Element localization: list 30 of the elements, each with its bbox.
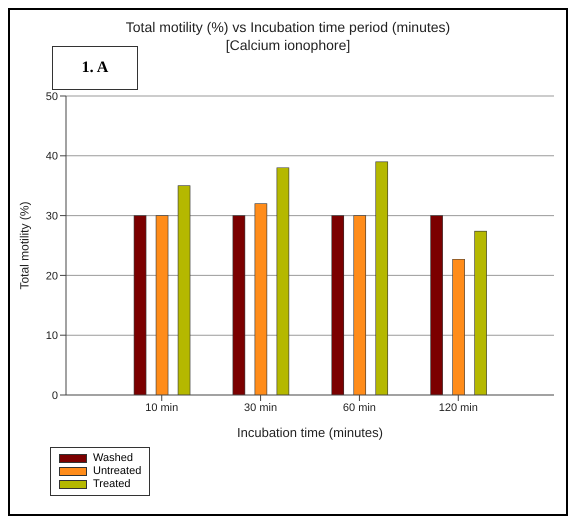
bar bbox=[353, 215, 366, 395]
x-tick-label: 30 min bbox=[244, 402, 278, 414]
bar bbox=[474, 230, 487, 395]
bar bbox=[331, 215, 344, 395]
y-tick-label: 40 bbox=[46, 150, 58, 163]
y-axis-title: Total motility (%) bbox=[17, 201, 32, 290]
bar bbox=[134, 215, 146, 395]
legend-label: Washed bbox=[93, 452, 133, 465]
y-tick-label: 30 bbox=[46, 210, 58, 223]
chart-title: Total motility (%) vs Incubation time period (minutes) bbox=[124, 18, 452, 36]
y-tick-label: 0 bbox=[52, 390, 58, 402]
bar bbox=[276, 167, 290, 395]
chart-subtitle: [Calcium ionophore] bbox=[224, 36, 352, 54]
y-tick-label: 10 bbox=[46, 330, 58, 342]
bar bbox=[375, 161, 388, 395]
text: 1. A bbox=[52, 46, 138, 90]
bar bbox=[254, 203, 268, 395]
bar bbox=[232, 215, 246, 395]
bar bbox=[452, 258, 465, 395]
x-tick-label: 10 min bbox=[145, 402, 178, 414]
bar bbox=[430, 215, 443, 395]
y-tick-label: 20 bbox=[46, 270, 58, 282]
bar bbox=[156, 215, 168, 395]
bar bbox=[178, 185, 190, 395]
y-tick-label: 50 bbox=[46, 90, 58, 103]
x-tick-label: 60 min bbox=[342, 402, 376, 414]
legend-label: Untreated bbox=[93, 465, 142, 478]
x-axis-title: Incubation time (minutes) bbox=[237, 425, 383, 440]
legend-label: Treated bbox=[93, 478, 131, 491]
x-tick-label: 120 min bbox=[438, 402, 478, 414]
